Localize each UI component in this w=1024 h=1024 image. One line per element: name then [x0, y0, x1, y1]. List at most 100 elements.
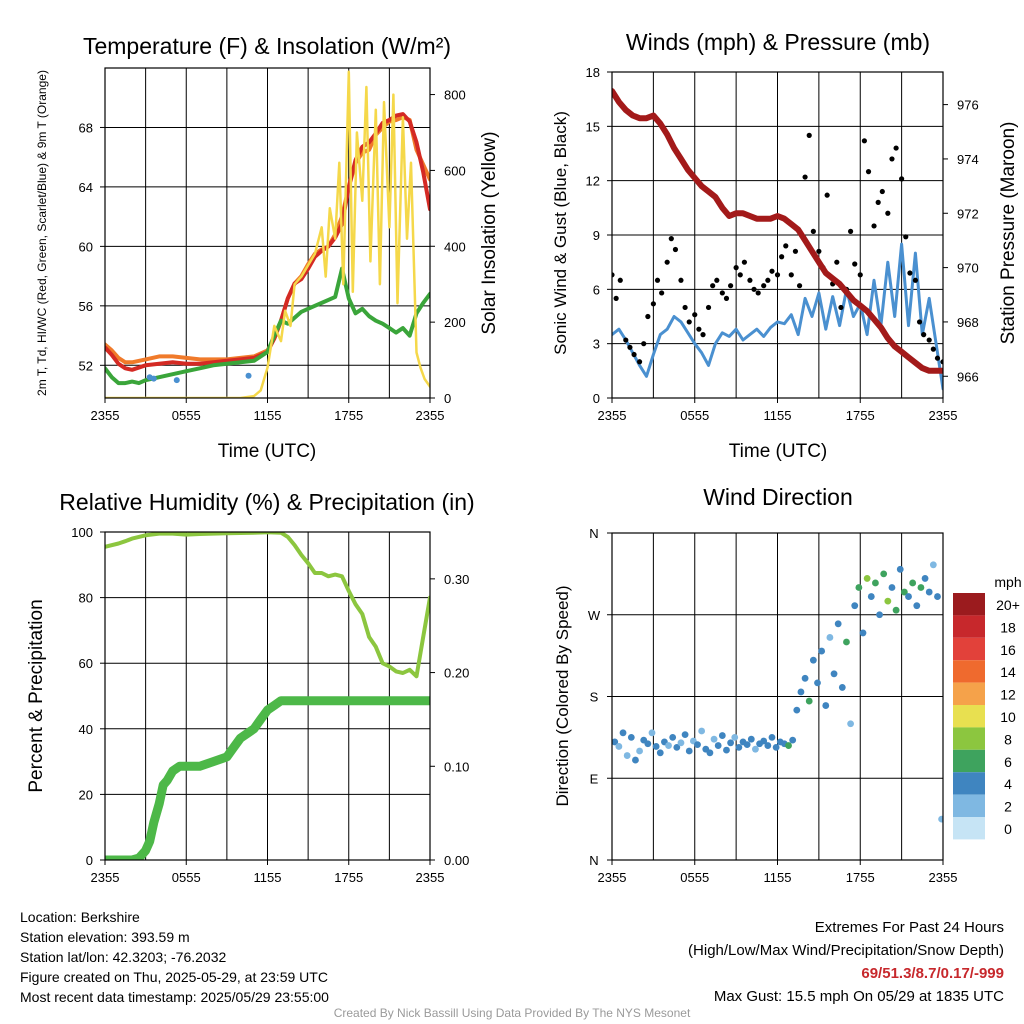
direction-point — [698, 727, 706, 735]
x-tick-label: 0555 — [172, 870, 201, 885]
direction-point — [752, 745, 759, 753]
direction-point — [619, 729, 627, 737]
colorbar-swatch — [953, 794, 985, 817]
direction-point — [612, 738, 619, 746]
direction-point — [710, 735, 718, 743]
direction-ylabel: Direction (Colored By Speed) — [553, 585, 572, 806]
direction-point — [623, 752, 631, 759]
gust-point — [617, 277, 623, 283]
direction-point — [884, 597, 892, 605]
gust-point — [623, 337, 629, 343]
temperature-plot — [105, 70, 430, 398]
gust-point — [934, 355, 941, 361]
direction-point — [681, 731, 689, 739]
y-tick-label: 15 — [586, 119, 600, 134]
y-tick-label: 56 — [79, 299, 93, 314]
direction-point — [648, 729, 656, 737]
direction-point — [822, 702, 830, 709]
series-precipitation — [105, 696, 430, 860]
gust-point — [741, 259, 748, 265]
gust-point — [857, 272, 863, 278]
direction-title: Wind Direction — [703, 484, 853, 510]
direction-point — [764, 742, 772, 749]
gust-point — [714, 277, 720, 283]
gust-point — [769, 268, 775, 274]
direction-point — [892, 606, 900, 614]
direction-point — [760, 737, 768, 745]
gust-point — [700, 332, 706, 338]
y-tick-label: 100 — [71, 525, 93, 540]
winds-plot — [612, 88, 943, 391]
gust-point — [728, 283, 734, 289]
colorbar-swatch — [953, 705, 985, 728]
direction-point — [731, 733, 739, 741]
direction-point — [801, 674, 809, 682]
direction-point — [863, 575, 871, 582]
x-tick-label: 1755 — [846, 408, 875, 423]
direction-point — [644, 740, 652, 748]
gust-point — [792, 248, 799, 254]
y-tick-label: 0 — [593, 391, 600, 406]
direction-point — [938, 815, 943, 823]
y2-tick-label: 0 — [444, 391, 451, 406]
panel-temperature: 2355 0555 1155 1755 2355 52 56 60 64 68 0 200 400 600… — [35, 33, 500, 462]
gust-point — [788, 272, 794, 278]
colorbar-label: 12 — [1000, 687, 1016, 703]
gust-point — [816, 248, 822, 254]
gust-point — [871, 223, 877, 229]
direction-point — [913, 602, 921, 610]
direction-point — [830, 670, 838, 678]
direction-point — [834, 620, 842, 628]
gust-point — [636, 359, 643, 365]
gust-point — [903, 234, 909, 240]
y2-tick-label: 0.20 — [444, 666, 469, 681]
gust-point — [747, 277, 753, 283]
colorbar-swatch — [953, 749, 985, 773]
gust-point — [899, 176, 905, 182]
x-tick-label: 1155 — [254, 408, 282, 423]
y-tick-label: 18 — [586, 65, 600, 80]
gust-point — [654, 277, 661, 283]
gust-point — [838, 304, 844, 311]
direction-point — [814, 679, 821, 687]
x-tick-label: 1155 — [764, 870, 792, 885]
gust-point — [893, 145, 899, 151]
gust-point — [861, 138, 867, 144]
y2-tick-label: 0.10 — [444, 759, 469, 774]
gust-point — [737, 272, 743, 278]
series-sonic-wind — [612, 242, 943, 391]
gust-point — [761, 283, 767, 289]
gust-point — [612, 272, 615, 278]
y-tick-label: 12 — [586, 174, 600, 189]
y-tick-label: 64 — [79, 180, 93, 195]
direction-point — [785, 742, 792, 749]
gust-point — [806, 132, 812, 138]
y-tick-label: 0 — [86, 853, 93, 868]
y-tick-label: 6 — [593, 282, 600, 297]
x-tick-label: 2355 — [416, 870, 445, 885]
colorbar-label: 18 — [1000, 619, 1016, 635]
colorbar-swatch — [953, 637, 985, 661]
direction-point — [896, 565, 904, 573]
gust-point — [847, 228, 854, 234]
humidity-plot — [105, 532, 430, 860]
direction-point — [718, 732, 726, 739]
recent-data-text: Most recent data timestamp: 2025/05/29 2… — [20, 989, 329, 1005]
extremes-values: 69/51.3/8.7/0.17/-999 — [861, 965, 1004, 982]
x-tick-label: 0555 — [680, 870, 709, 885]
gust-point — [885, 210, 891, 216]
series-station-pressure — [612, 88, 943, 374]
gust-point — [779, 254, 785, 260]
x-tick-label: 2355 — [416, 408, 445, 423]
direction-point — [714, 742, 722, 749]
gust-point — [659, 290, 665, 296]
direction-point — [805, 697, 813, 705]
winds-title: Winds (mph) & Pressure (mb) — [626, 29, 930, 55]
y2-tick-label: 966 — [957, 369, 979, 384]
gust-point — [912, 277, 919, 283]
location-text: Location: Berkshire — [20, 909, 140, 925]
y2-tick-label: 0.00 — [444, 853, 469, 868]
gust-point — [834, 259, 840, 265]
direction-point — [925, 588, 933, 596]
